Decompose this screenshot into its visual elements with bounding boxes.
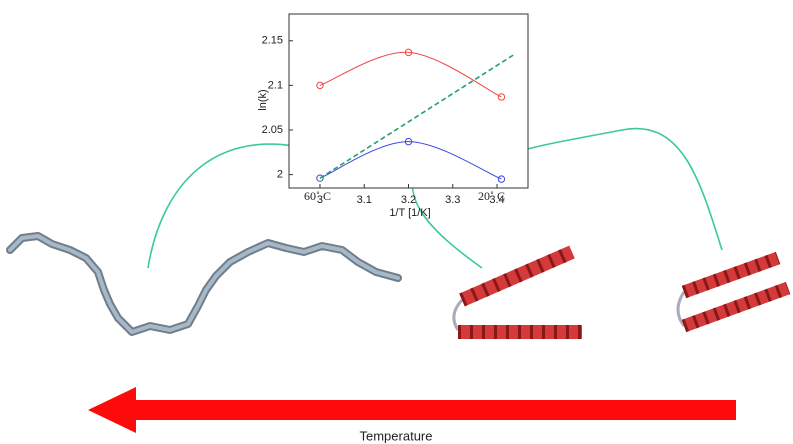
x-tick-label: 3.4 (489, 194, 504, 206)
marker (404, 137, 413, 146)
series-line (319, 51, 502, 98)
helix-protein (452, 245, 582, 339)
y-tick-label: 2.05 (262, 124, 283, 136)
marker (316, 81, 324, 90)
y-tick-label: 2.1 (268, 79, 283, 91)
y-tick-label: 2.15 (262, 35, 283, 47)
arrow-label: Temperature (360, 428, 433, 443)
annotation: 60˚ C (304, 189, 331, 203)
annotation: 20˚ C (478, 189, 505, 203)
x-tick-label: 3.3 (445, 194, 460, 206)
marker (497, 175, 506, 183)
temperature-arrow (88, 387, 736, 433)
y-axis-label: ln(k) (257, 89, 269, 110)
marker (316, 174, 324, 182)
marker (404, 48, 413, 57)
helix-protein (676, 251, 791, 333)
unfolded-protein (6, 232, 402, 336)
y-tick-label: 2 (277, 169, 283, 181)
x-tick-label: 3 (317, 194, 323, 206)
x-tick-label: 3.1 (357, 194, 372, 206)
plot-frame (288, 13, 529, 189)
series-line (319, 141, 502, 180)
x-axis-label: 1/T [1/K] (389, 207, 430, 219)
marker (497, 93, 506, 101)
series-line (319, 53, 516, 179)
x-tick-label: 3.2 (401, 194, 416, 206)
